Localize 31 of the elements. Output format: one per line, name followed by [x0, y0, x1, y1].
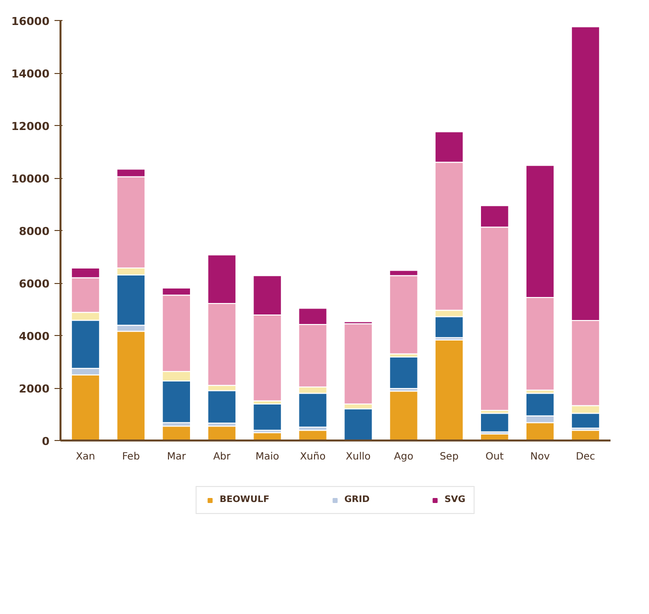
x-tick-label: Dec [576, 452, 596, 462]
y-tick-label: 6000 [18, 278, 50, 290]
bar [389, 356, 418, 390]
x-tick-label: Out [486, 452, 504, 462]
bar [344, 323, 373, 405]
y-tick-label: 2000 [18, 382, 50, 396]
x-tick-label: Xan [76, 452, 96, 462]
x-tick-label: Abr [213, 452, 232, 462]
x-tick-label: Xuño [300, 452, 326, 462]
x-tick-label: Feb [122, 452, 140, 462]
legend-label: SVG [444, 495, 466, 505]
legend-label: GRID [344, 495, 370, 505]
bar [252, 404, 282, 431]
y-tick-label: 4000 [18, 330, 50, 343]
x-tick-label: Nov [530, 452, 550, 462]
y-tick-label: 0 [42, 435, 50, 448]
bar [434, 339, 464, 440]
x-tick-label: Mar [166, 452, 187, 462]
x-tick-label: Sep [440, 452, 459, 462]
bar [389, 390, 418, 440]
y-tick-label: 14000 [11, 68, 50, 80]
y-tick-label: 10000 [11, 172, 50, 186]
bar [480, 412, 510, 432]
y-tick-label: 8000 [18, 225, 50, 238]
y-tick-label: 12000 [11, 120, 50, 133]
y-tick-label: 16000 [11, 15, 50, 28]
x-tick-label: Maio [255, 452, 280, 462]
legend-label: BEOWULF [220, 495, 270, 505]
bar [344, 408, 373, 440]
x-tick-label: Ago [394, 452, 414, 462]
x-tick-label: Xullo [346, 452, 371, 462]
